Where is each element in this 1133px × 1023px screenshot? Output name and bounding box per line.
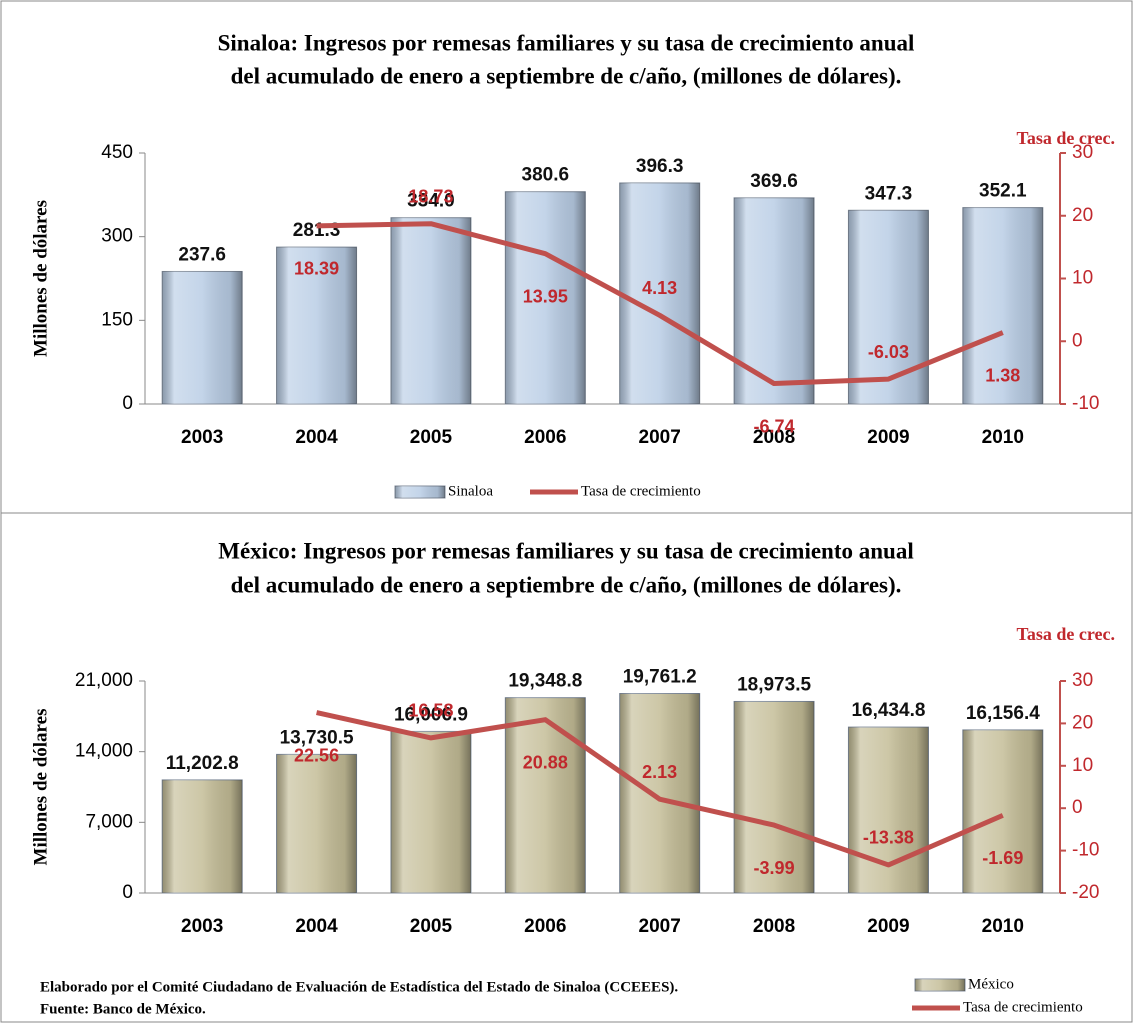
x-tick-label: 2004 bbox=[295, 427, 338, 448]
line-value-label: 13.95 bbox=[523, 286, 568, 306]
y-tick-label: 300 bbox=[101, 226, 133, 247]
x-tick-label: 2005 bbox=[410, 427, 453, 448]
chart-title: del acumulado de enero a septiembre de c… bbox=[231, 63, 902, 88]
line-value-label: 20.88 bbox=[523, 752, 568, 772]
line-value-label: 2.13 bbox=[642, 762, 677, 782]
bar-value-label: 16,434.8 bbox=[851, 700, 925, 721]
chart-title: del acumulado de enero a septiembre de c… bbox=[231, 572, 902, 597]
x-tick-label: 2009 bbox=[867, 916, 909, 937]
y-tick-label: 21,000 bbox=[75, 670, 133, 691]
y2-tick-label: -10 bbox=[1072, 840, 1099, 861]
y-tick-label: 0 bbox=[122, 882, 133, 903]
line-value-label: -13.38 bbox=[863, 828, 914, 848]
line-value-label: -6.03 bbox=[868, 342, 909, 362]
bar-shine bbox=[505, 191, 586, 404]
x-tick-label: 2003 bbox=[181, 916, 223, 937]
legend-swatch-shine bbox=[395, 486, 445, 498]
note: Fuente: Banco de México. bbox=[40, 1001, 206, 1017]
x-tick-label: 2008 bbox=[753, 427, 795, 448]
y2-tick-label: 10 bbox=[1072, 268, 1093, 289]
bar-value-label: 16,156.4 bbox=[966, 703, 1040, 724]
line-value-label: 1.38 bbox=[985, 365, 1020, 385]
y-axis-label: Millones de dólares bbox=[30, 200, 51, 357]
line bbox=[316, 710, 1004, 868]
x-tick-label: 2010 bbox=[982, 916, 1024, 937]
y2-tick-label: 30 bbox=[1072, 670, 1093, 691]
bar-shine bbox=[505, 697, 586, 893]
x-tick-label: 2004 bbox=[295, 916, 338, 937]
y-tick-label: 14,000 bbox=[75, 741, 133, 762]
bar-shine bbox=[276, 754, 357, 893]
bar-value-label: 347.3 bbox=[865, 183, 913, 204]
y-tick-label: 0 bbox=[122, 393, 133, 414]
bar-shine bbox=[619, 693, 700, 893]
bar-shine bbox=[162, 779, 243, 893]
bar-value-label: 11,202.8 bbox=[166, 753, 239, 774]
x-tick-label: 2003 bbox=[181, 427, 223, 448]
legend-label: Sinaloa bbox=[448, 483, 493, 499]
bar-value-label: 352.1 bbox=[979, 181, 1027, 202]
x-tick-label: 2010 bbox=[982, 427, 1024, 448]
y2-tick-label: 0 bbox=[1072, 797, 1083, 818]
y2-tick-label: 10 bbox=[1072, 755, 1093, 776]
x-tick-label: 2006 bbox=[524, 427, 566, 448]
bar-shine bbox=[619, 182, 700, 404]
line-value-label: 18.73 bbox=[408, 186, 453, 206]
line-value-label: 22.56 bbox=[294, 745, 339, 765]
y2-tick-label: -20 bbox=[1072, 882, 1099, 903]
x-tick-label: 2009 bbox=[867, 427, 909, 448]
bar-value-label: 18,973.5 bbox=[737, 674, 811, 695]
legend-label: Tasa de crecimiento bbox=[581, 483, 701, 499]
line-value-label: 4.13 bbox=[642, 278, 677, 298]
bar-value-label: 19,348.8 bbox=[508, 671, 582, 692]
legend-label: México bbox=[968, 976, 1014, 992]
y-tick-label: 150 bbox=[101, 309, 133, 330]
line-value-label: -6.74 bbox=[754, 416, 795, 436]
bar-value-label: 380.6 bbox=[522, 165, 570, 186]
bar-shine bbox=[390, 731, 471, 893]
bar-shine bbox=[962, 207, 1043, 404]
line-value-label: 16.58 bbox=[408, 701, 453, 721]
bar-shine bbox=[848, 727, 929, 893]
x-tick-label: 2007 bbox=[639, 427, 681, 448]
bar-value-label: 237.6 bbox=[178, 244, 226, 265]
chart-title: México: Ingresos por remesas familiares … bbox=[218, 538, 913, 563]
x-tick-label: 2007 bbox=[639, 916, 681, 937]
y-tick-label: 7,000 bbox=[85, 811, 133, 832]
line-value-label: -1.69 bbox=[982, 848, 1023, 868]
y-axis-label: Millones de dólares bbox=[30, 709, 51, 866]
bar-value-label: 13,730.5 bbox=[280, 727, 354, 748]
bar-value-label: 334.0 bbox=[407, 191, 455, 212]
bar-shine bbox=[734, 701, 815, 893]
legend-label: Tasa de crecimiento bbox=[963, 999, 1083, 1015]
y2-axis-label: Tasa de crec. bbox=[1017, 128, 1116, 148]
bar-shine bbox=[848, 210, 929, 404]
y2-axis-label: Tasa de crec. bbox=[1017, 624, 1116, 644]
x-tick-label: 2005 bbox=[410, 916, 453, 937]
bar-value-label: 16,006.9 bbox=[394, 704, 468, 725]
line bbox=[316, 221, 1004, 387]
bar-value-label: 396.3 bbox=[636, 156, 684, 177]
bar-shine bbox=[162, 271, 243, 404]
y2-tick-label: 20 bbox=[1072, 712, 1093, 733]
y-tick-label: 450 bbox=[101, 142, 133, 163]
y2-tick-label: 20 bbox=[1072, 205, 1093, 226]
y2-tick-label: 0 bbox=[1072, 330, 1083, 351]
line-value-label: -3.99 bbox=[754, 858, 795, 878]
legend-swatch-shine bbox=[915, 979, 965, 991]
y2-tick-label: -10 bbox=[1072, 393, 1099, 414]
bar-shine bbox=[734, 197, 815, 404]
line-value-label: 18.39 bbox=[294, 259, 339, 279]
x-tick-label: 2008 bbox=[753, 916, 795, 937]
x-tick-label: 2006 bbox=[524, 916, 566, 937]
chart-title: Sinaloa: Ingresos por remesas familiares… bbox=[218, 30, 915, 55]
note: Elaborado por el Comité Ciudadano de Eva… bbox=[40, 979, 678, 995]
bar-shine bbox=[276, 247, 357, 404]
bar-shine bbox=[962, 729, 1043, 893]
bar-value-label: 19,761.2 bbox=[623, 667, 697, 688]
y2-tick-label: 30 bbox=[1072, 142, 1093, 163]
bar-value-label: 369.6 bbox=[750, 171, 798, 192]
bar-shine bbox=[390, 217, 471, 404]
